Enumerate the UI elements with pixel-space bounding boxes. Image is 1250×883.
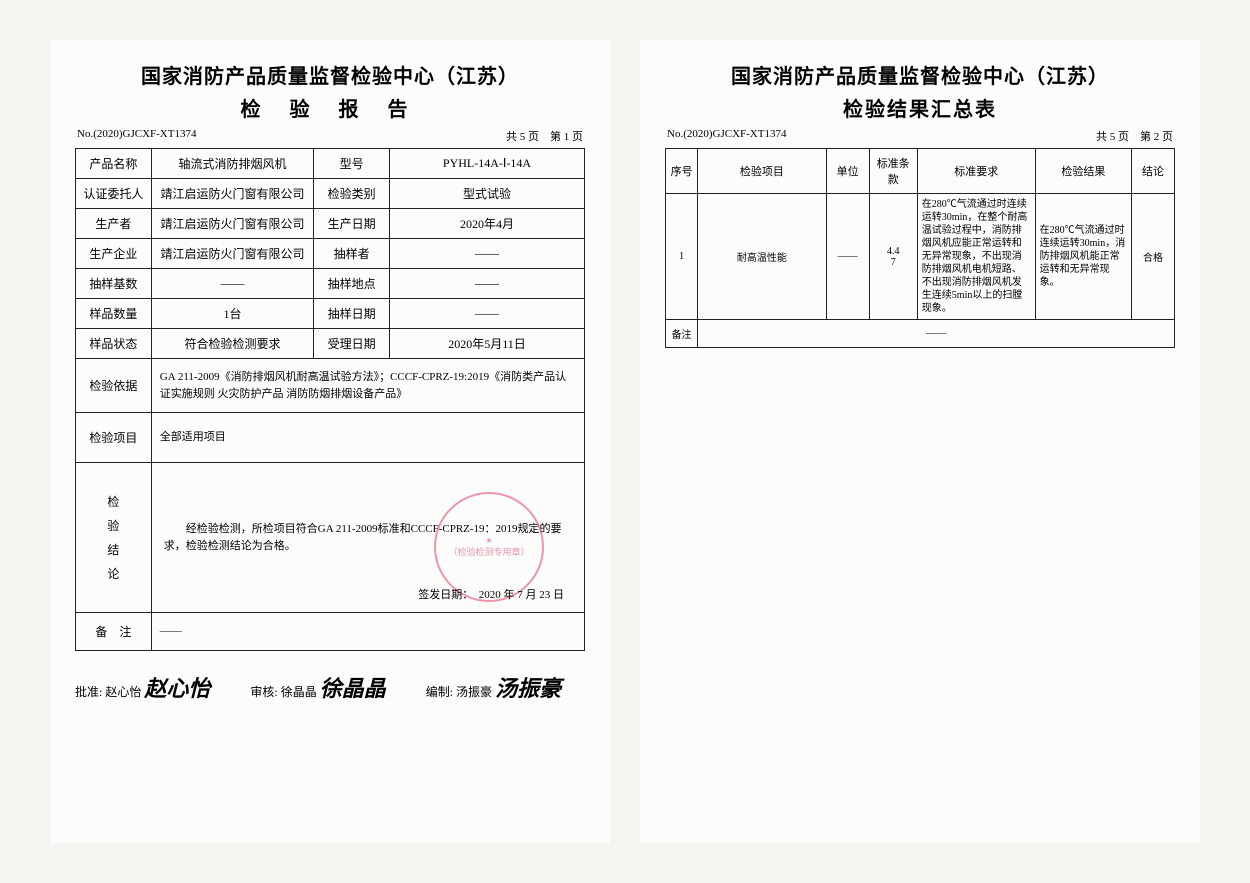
cell-result: 在280℃气流通过时连续运转30min，消防排烟风机能正常运转和无异常现象。 — [1035, 194, 1131, 320]
field-value: 符合检验检测要求 — [151, 329, 313, 359]
field-value: 靖江启运防火门窗有限公司 — [151, 209, 313, 239]
column-header: 检验结果 — [1035, 149, 1131, 194]
page-info: 共 5 页 第 1 页 — [506, 128, 583, 144]
column-header: 结论 — [1132, 149, 1175, 194]
field-label: 抽样地点 — [314, 269, 390, 299]
page-info-2: 共 5 页 第 2 页 — [1096, 128, 1173, 144]
summary-remark-row: 备注 —— — [666, 320, 1175, 348]
field-label: 产品名称 — [76, 149, 152, 179]
report-table: 产品名称轴流式消防排烟风机型号PYHL-14A-Ⅰ-14A认证委托人靖江启运防火… — [75, 148, 585, 651]
doc-no-2: No.(2020)GJCXF-XT1374 — [667, 128, 786, 144]
review-block: 审核: 徐晶晶 徐晶晶 — [250, 671, 385, 703]
review-signature: 徐晶晶 — [320, 676, 386, 701]
doc-number-row: No.(2020)GJCXF-XT1374 共 5 页 第 1 页 — [77, 128, 583, 144]
field-value: 靖江启运防火门窗有限公司 — [151, 179, 313, 209]
column-header: 检验项目 — [698, 149, 827, 194]
field-value: 2020年4月 — [390, 209, 585, 239]
field-label: 抽样基数 — [76, 269, 152, 299]
column-header: 标准条款 — [869, 149, 917, 194]
cell-clause: 4.4 7 — [869, 194, 917, 320]
field-value: 1台 — [151, 299, 313, 329]
org-title: 国家消防产品质量监督检验中心（江苏） — [75, 60, 585, 89]
report-subtitle: 检 验 报 告 — [75, 93, 585, 122]
doc-no: No.(2020)GJCXF-XT1374 — [77, 128, 196, 144]
field-label: 样品数量 — [76, 299, 152, 329]
table-row: 生产者靖江启运防火门窗有限公司生产日期2020年4月 — [76, 209, 585, 239]
field-value: —— — [390, 239, 585, 269]
summary-table: 序号检验项目单位标准条款标准要求检验结果结论 1 耐高温性能 —— 4.4 7 … — [665, 148, 1175, 348]
report-page-1: 国家消防产品质量监督检验中心（江苏） 检 验 报 告 No.(2020)GJCX… — [50, 40, 610, 843]
summary-subtitle: 检验结果汇总表 — [665, 93, 1175, 122]
cell-item: 耐高温性能 — [698, 194, 827, 320]
field-value: 轴流式消防排烟风机 — [151, 149, 313, 179]
compile-block: 编制: 汤振豪 汤振豪 — [426, 671, 561, 703]
field-label: 受理日期 — [314, 329, 390, 359]
field-label: 抽样日期 — [314, 299, 390, 329]
field-label: 生产日期 — [314, 209, 390, 239]
table-row: 产品名称轴流式消防排烟风机型号PYHL-14A-Ⅰ-14A — [76, 149, 585, 179]
signature-row: 批准: 赵心怡 赵心怡 审核: 徐晶晶 徐晶晶 编制: 汤振豪 汤振豪 — [75, 671, 585, 703]
field-label: 生产者 — [76, 209, 152, 239]
column-header: 序号 — [666, 149, 698, 194]
field-label: 认证委托人 — [76, 179, 152, 209]
approve-block: 批准: 赵心怡 赵心怡 — [75, 671, 210, 703]
column-header: 标准要求 — [917, 149, 1035, 194]
field-label: 样品状态 — [76, 329, 152, 359]
items-value: 全部适用项目 — [151, 413, 584, 463]
remark-label-2: 备注 — [666, 320, 698, 348]
table-row: 样品数量1台抽样日期—— — [76, 299, 585, 329]
field-label: 检验类别 — [314, 179, 390, 209]
field-value: —— — [151, 269, 313, 299]
report-page-2: 国家消防产品质量监督检验中心（江苏） 检验结果汇总表 No.(2020)GJCX… — [640, 40, 1200, 843]
table-row: 认证委托人靖江启运防火门窗有限公司检验类别型式试验 — [76, 179, 585, 209]
conclusion-cell: 经检验检测，所检项目符合GA 211-2009标准和CCCF-CPRZ-19：2… — [151, 463, 584, 613]
conclusion-label: 检验结论 — [76, 463, 152, 613]
sign-date: 签发日期： 2020 年 7 月 23 日 — [418, 586, 564, 602]
remark-value: —— — [151, 613, 584, 651]
table-row: 生产企业靖江启运防火门窗有限公司抽样者—— — [76, 239, 585, 269]
field-value: 2020年5月11日 — [390, 329, 585, 359]
basis-value: GA 211-2009《消防排烟风机耐高温试验方法》；CCCF-CPRZ-19:… — [151, 359, 584, 413]
org-title-2: 国家消防产品质量监督检验中心（江苏） — [665, 60, 1175, 89]
field-value: —— — [390, 299, 585, 329]
column-header: 单位 — [826, 149, 869, 194]
field-label: 生产企业 — [76, 239, 152, 269]
cell-requirement: 在280℃气流通过时连续运转30min，在整个耐高温试验过程中，消防排烟风机应能… — [917, 194, 1035, 320]
summary-data-row: 1 耐高温性能 —— 4.4 7 在280℃气流通过时连续运转30min，在整个… — [666, 194, 1175, 320]
summary-header-row: 序号检验项目单位标准条款标准要求检验结果结论 — [666, 149, 1175, 194]
remark-label: 备 注 — [76, 613, 152, 651]
approve-signature: 赵心怡 — [144, 676, 210, 701]
table-row: 样品状态符合检验检测要求受理日期2020年5月11日 — [76, 329, 585, 359]
compile-signature: 汤振豪 — [495, 676, 561, 701]
cell-unit: —— — [826, 194, 869, 320]
field-value: 型式试验 — [390, 179, 585, 209]
basis-label: 检验依据 — [76, 359, 152, 413]
field-label: 型号 — [314, 149, 390, 179]
remark-value-2: —— — [698, 320, 1175, 348]
field-value: PYHL-14A-Ⅰ-14A — [390, 149, 585, 179]
cell-no: 1 — [666, 194, 698, 320]
table-row: 抽样基数——抽样地点—— — [76, 269, 585, 299]
field-value: —— — [390, 269, 585, 299]
field-value: 靖江启运防火门窗有限公司 — [151, 239, 313, 269]
field-label: 抽样者 — [314, 239, 390, 269]
doc-number-row-2: No.(2020)GJCXF-XT1374 共 5 页 第 2 页 — [667, 128, 1173, 144]
items-label: 检验项目 — [76, 413, 152, 463]
cell-conclusion: 合格 — [1132, 194, 1175, 320]
